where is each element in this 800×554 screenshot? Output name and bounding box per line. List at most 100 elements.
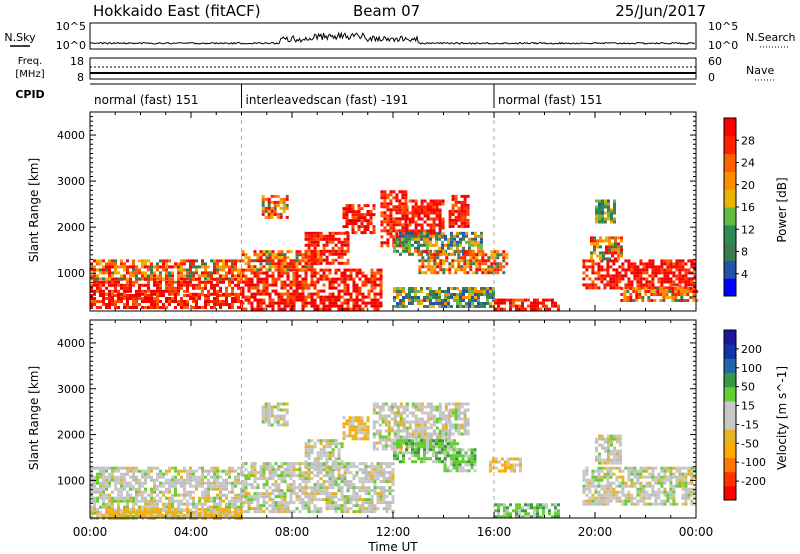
data-cell	[349, 501, 353, 505]
data-cell	[120, 297, 123, 300]
data-cell	[343, 289, 347, 293]
data-cell	[319, 231, 323, 235]
nave-tick-bottom: 0	[708, 71, 715, 84]
data-cell	[165, 265, 168, 269]
data-cell	[105, 475, 108, 479]
data-cell	[439, 250, 443, 254]
data-cell	[610, 220, 613, 224]
data-cell	[352, 483, 356, 487]
data-cell	[268, 259, 272, 263]
data-cell	[111, 262, 114, 266]
data-cell	[606, 259, 610, 263]
data-cell	[204, 303, 207, 306]
data-cell	[132, 469, 135, 473]
data-cell	[494, 307, 497, 311]
data-cell	[310, 451, 314, 455]
data-cell	[390, 438, 394, 442]
data-cell	[93, 283, 96, 287]
data-cell	[383, 205, 387, 209]
data-cell	[250, 498, 254, 502]
data-cell	[174, 469, 177, 473]
data-cell	[307, 283, 311, 287]
data-cell	[435, 405, 439, 409]
data-cell	[408, 211, 412, 215]
data-cell	[690, 262, 694, 266]
data-cell	[383, 226, 387, 230]
data-cell	[423, 199, 427, 203]
data-cell	[499, 268, 503, 272]
data-cell	[204, 274, 207, 278]
data-cell	[441, 234, 444, 238]
data-cell	[432, 432, 436, 436]
data-cell	[337, 295, 341, 299]
data-cell	[441, 448, 444, 452]
data-cell	[225, 478, 228, 482]
data-cell	[405, 432, 409, 436]
data-cell	[402, 435, 406, 439]
data-cell	[373, 510, 377, 514]
data-cell	[307, 501, 311, 505]
data-cell	[189, 268, 192, 272]
data-cell	[150, 496, 153, 500]
data-cell	[277, 495, 281, 499]
data-cell	[423, 234, 426, 238]
data-cell	[204, 513, 207, 517]
data-cell	[295, 271, 299, 275]
data-cell	[642, 286, 646, 290]
data-cell	[135, 289, 138, 293]
data-cell	[219, 259, 222, 263]
data-cell	[420, 237, 423, 241]
data-cell	[105, 280, 108, 284]
data-cell	[277, 268, 281, 272]
data-cell	[402, 451, 405, 455]
data-cell	[228, 280, 231, 284]
data-cell	[213, 297, 216, 300]
data-cell	[259, 265, 263, 269]
data-cell	[463, 194, 467, 198]
data-cell	[241, 471, 245, 475]
data-cell	[363, 225, 367, 229]
data-cell	[352, 277, 356, 281]
data-cell	[340, 492, 344, 496]
data-cell	[346, 286, 350, 290]
data-cell	[304, 286, 308, 290]
data-cell	[542, 298, 545, 302]
data-cell	[417, 223, 421, 227]
data-cell	[660, 271, 664, 275]
data-cell	[114, 294, 117, 297]
data-cell	[174, 265, 177, 269]
data-cell	[325, 277, 329, 281]
data-cell	[174, 289, 177, 293]
data-cell	[219, 499, 222, 503]
data-cell	[295, 298, 299, 302]
data-cell	[635, 299, 639, 302]
data-cell	[346, 471, 350, 475]
data-cell	[153, 514, 156, 518]
data-cell	[159, 469, 162, 473]
data-cell	[105, 493, 108, 497]
data-cell	[444, 454, 447, 458]
data-cell	[216, 475, 219, 479]
data-cell	[351, 416, 355, 420]
data-cell	[402, 441, 406, 445]
data-cell	[361, 271, 365, 275]
data-cell	[241, 250, 245, 254]
data-cell	[653, 299, 657, 302]
data-cell	[346, 489, 350, 493]
data-cell	[656, 290, 660, 293]
data-cell	[668, 287, 672, 290]
data-cell	[401, 226, 405, 230]
data-cell	[307, 442, 311, 446]
data-cell	[319, 483, 323, 487]
data-cell	[606, 283, 610, 287]
data-cell	[414, 408, 418, 412]
data-cell	[228, 481, 231, 485]
data-cell	[447, 252, 450, 256]
data-cell	[135, 481, 138, 485]
data-cell	[693, 283, 697, 287]
data-cell	[162, 303, 165, 306]
data-cell	[677, 293, 681, 296]
data-cell	[129, 274, 132, 278]
data-cell	[608, 251, 611, 255]
data-cell	[417, 420, 421, 424]
